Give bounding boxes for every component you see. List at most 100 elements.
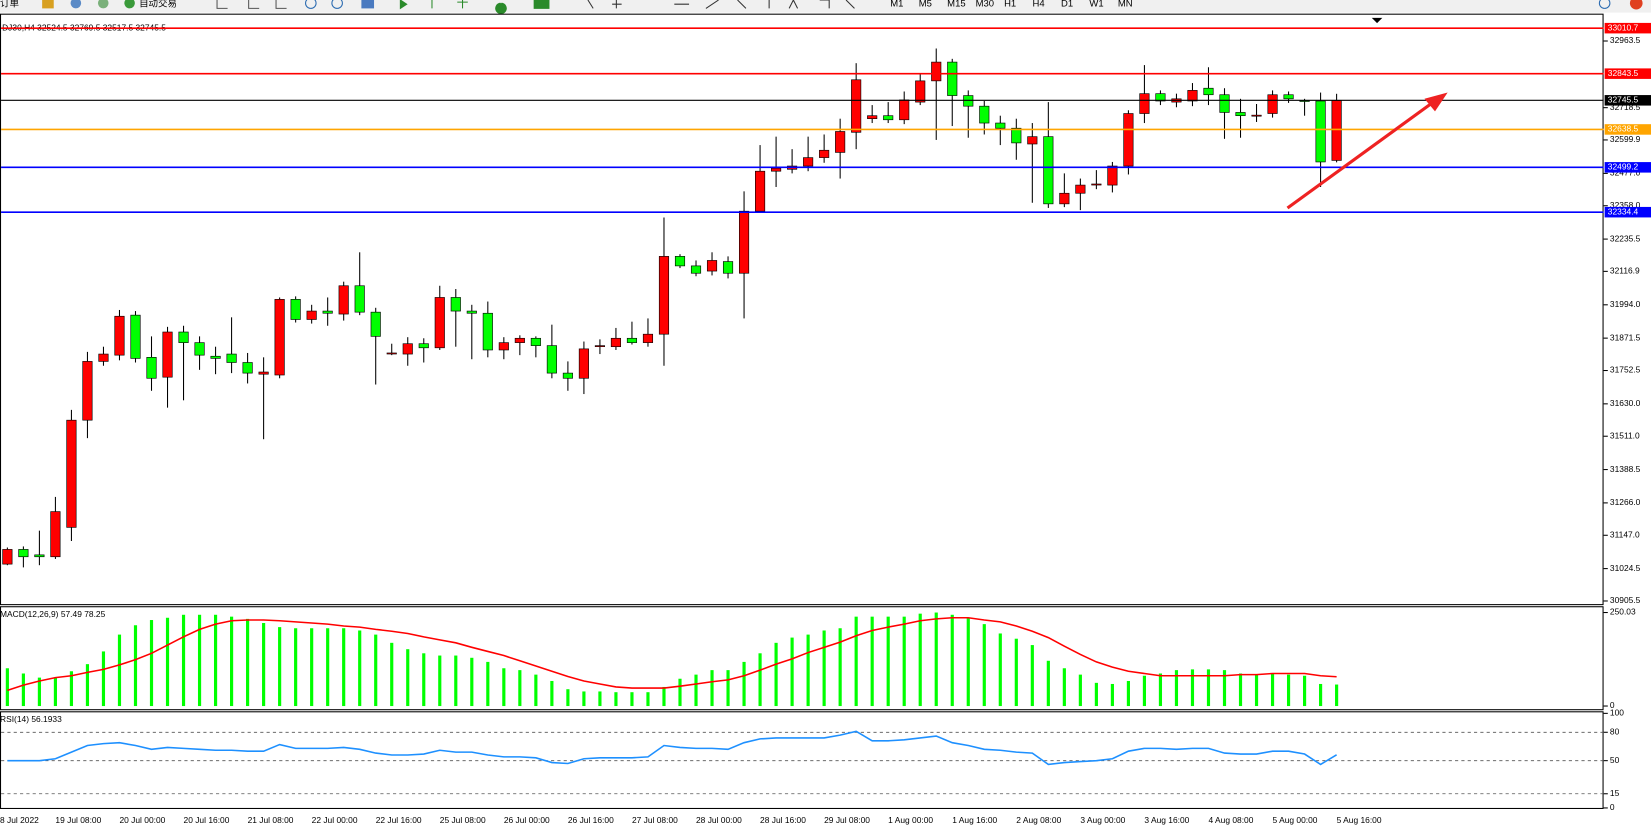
candle-body [498,342,509,351]
icon[interactable] [42,0,54,9]
annotation-arrow [1286,92,1448,210]
timeframe-button[interactable]: MN [1118,0,1133,10]
candle-body [1011,127,1022,144]
price-level-label: 32843.5 [1608,68,1639,78]
rsi-line [7,730,1338,766]
candle-body [1331,100,1342,161]
price-level-tag [1604,162,1651,173]
macd-bar [502,668,506,707]
candle-body [434,297,445,349]
y-tick-label: 31871.5 [1610,332,1641,342]
candle-body [867,115,878,120]
macd-bar [1046,660,1050,707]
x-tick-label: 1 Aug 16:00 [952,815,997,825]
macd-bar [310,628,314,707]
candle-body [755,170,766,212]
macd-bar [774,642,778,707]
candle-body [1123,113,1134,167]
candle-body [1267,94,1278,114]
timeframe-button[interactable]: M1 [890,0,903,10]
candle-body [642,333,654,343]
icon[interactable] [70,0,82,9]
macd-bar [550,680,554,707]
y-tick-label: 250.03 [1610,607,1636,617]
macd-bar [806,634,810,707]
timeframe-button[interactable]: H4 [1033,0,1045,10]
candle-body [1203,87,1214,96]
macd-bar [1270,673,1275,707]
y-tick-label: 80 [1610,727,1620,737]
macd-bar [21,673,25,707]
y-tick-label: 0 [1610,802,1615,812]
timeframe-button[interactable]: W1 [1089,0,1103,10]
new-order-button[interactable]: 订单 [0,0,19,10]
candle-body [242,362,253,374]
macd-bar [742,661,746,707]
macd-bar [1254,674,1259,707]
y-tick-label: 31752.5 [1610,365,1641,375]
icons[interactable] [216,0,287,9]
candle-body [1059,192,1070,205]
timeframe-button[interactable]: M5 [919,0,932,10]
macd-bar [342,628,346,707]
candle-body [1139,93,1150,114]
search[interactable] [1598,0,1611,9]
y-tick-label: 31511.0 [1610,430,1640,440]
macd-bar [1030,645,1034,707]
candle-body [66,419,77,528]
y-tick-label: 30905.5 [1610,595,1641,605]
y-tick-label: 32116.9 [1610,266,1640,276]
icon[interactable] [124,0,135,9]
candle-body [146,357,157,379]
x-tick-label: 29 Jul 08:00 [824,815,870,825]
candle-body [851,79,862,133]
y-tick-label: 32599.9 [1610,134,1641,144]
candle-body [258,371,269,375]
macd-bar [1222,670,1227,707]
candle-body [18,549,29,558]
macd-title: MACD(12,26,9) 57.49 78.25 [0,609,106,619]
x-tick-label: 25 Jul 08:00 [440,815,486,825]
candle-body [738,210,750,274]
candle-body [354,285,365,313]
macd-bar [518,670,522,707]
toolbar: 订单 自动交易 M1 M5 M15 M30 H1 H4 D1 W1 MN [0,0,1651,15]
x-tick-label: 22 Jul 00:00 [312,815,358,825]
timeframe-button[interactable]: H1 [1004,0,1016,10]
candle-body [1091,183,1102,186]
candle-body [386,352,397,355]
notification[interactable] [1629,0,1643,10]
icons[interactable] [399,0,550,15]
candle-body [1315,100,1326,163]
candle-body [1155,93,1166,102]
macd-bar [870,616,874,707]
candle-body [1219,94,1230,113]
timeframe-button[interactable]: D1 [1061,0,1073,10]
macd-bar [1094,682,1098,707]
candle-body [466,310,477,314]
macd-bar [854,616,858,707]
candle-body [210,355,221,359]
macd-bar [934,612,938,707]
autotrade-button[interactable]: 自动交易 [139,0,177,10]
x-tick-label: 2 Aug 08:00 [1016,815,1061,825]
macd-bar [1014,638,1018,707]
zoom-out[interactable] [331,0,343,9]
drawing-tools[interactable] [587,0,855,9]
timeframe-button[interactable]: M15 [947,0,965,10]
candle-body [883,115,894,121]
timeframe-button[interactable]: M30 [976,0,994,10]
candle-body [979,105,990,124]
price-level-label: 33010.7 [1608,22,1639,32]
icon[interactable] [97,0,109,9]
y-tick-label: 32718.5 [1610,102,1641,112]
candle-body [995,122,1006,129]
tile[interactable] [361,0,375,9]
candle-body [178,331,189,343]
zoom-in[interactable] [305,0,317,9]
macd-bar [1126,680,1130,707]
candle-body [690,265,702,274]
macd-bar [694,674,698,707]
macd-bar [534,674,538,707]
